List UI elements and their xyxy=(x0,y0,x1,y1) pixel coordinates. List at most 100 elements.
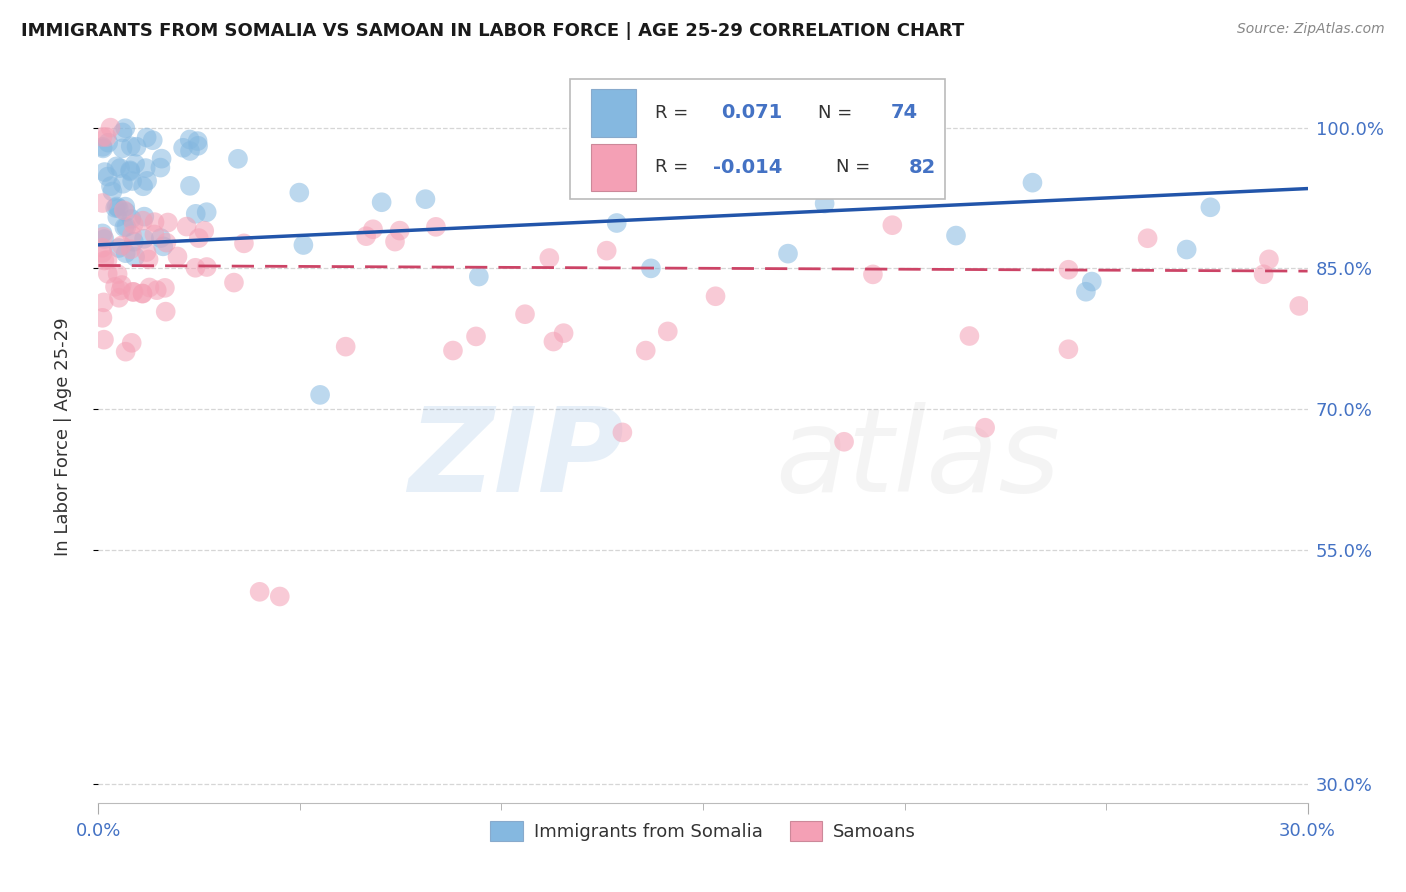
Point xyxy=(1081,275,1104,289)
Point xyxy=(107,241,129,255)
Text: N =: N = xyxy=(837,158,876,177)
Point xyxy=(111,278,134,293)
Point xyxy=(226,152,249,166)
Point xyxy=(155,235,177,250)
Point xyxy=(108,161,131,175)
Point xyxy=(538,251,561,265)
Point xyxy=(122,235,145,249)
Point xyxy=(135,245,157,260)
Point xyxy=(142,133,165,147)
Point xyxy=(441,343,464,358)
Point xyxy=(134,210,156,224)
Point xyxy=(292,238,315,252)
Point xyxy=(101,185,124,199)
Text: R =: R = xyxy=(655,103,693,122)
Point xyxy=(138,252,160,267)
Point xyxy=(114,246,136,260)
Point xyxy=(513,307,536,321)
Point xyxy=(132,179,155,194)
Point xyxy=(974,420,997,434)
Point xyxy=(120,164,142,178)
Point xyxy=(882,218,904,232)
Point xyxy=(91,196,114,211)
Point xyxy=(166,250,188,264)
Point xyxy=(634,343,657,358)
Point xyxy=(156,215,179,229)
Point xyxy=(249,584,271,599)
Bar xyxy=(591,144,637,191)
FancyBboxPatch shape xyxy=(569,78,945,200)
Point xyxy=(111,141,134,155)
Point xyxy=(172,141,194,155)
Point xyxy=(361,222,384,236)
Point xyxy=(288,186,311,200)
Point xyxy=(120,243,142,257)
Point xyxy=(657,325,679,339)
Point xyxy=(1288,299,1310,313)
Point xyxy=(100,120,122,135)
Point xyxy=(269,590,291,604)
Point xyxy=(138,280,160,294)
Point xyxy=(1258,252,1281,267)
Point xyxy=(143,227,166,242)
Point xyxy=(121,174,143,188)
Point xyxy=(176,219,198,234)
Point xyxy=(1057,262,1080,277)
Point xyxy=(193,224,215,238)
Point xyxy=(97,267,120,281)
Point xyxy=(91,246,114,260)
Point xyxy=(91,141,114,155)
Point xyxy=(187,138,209,153)
Point xyxy=(93,333,115,347)
Point xyxy=(370,195,392,210)
Text: R =: R = xyxy=(655,158,693,177)
Point xyxy=(131,286,153,301)
Point xyxy=(122,285,145,299)
Bar xyxy=(591,89,637,136)
Point xyxy=(111,177,134,191)
Point xyxy=(149,231,172,245)
Text: -0.014: -0.014 xyxy=(713,158,782,177)
Point xyxy=(195,205,218,219)
Point xyxy=(233,236,256,251)
Point xyxy=(97,136,120,150)
Point xyxy=(121,228,143,243)
Point xyxy=(354,229,377,244)
Point xyxy=(124,250,146,264)
Point xyxy=(152,239,174,253)
Point xyxy=(1199,200,1222,214)
Point xyxy=(111,238,134,252)
Point xyxy=(143,215,166,229)
Point xyxy=(104,280,127,294)
Point xyxy=(115,205,138,219)
Point xyxy=(832,434,855,449)
Point xyxy=(120,211,142,226)
Point xyxy=(149,161,172,175)
Point xyxy=(640,261,662,276)
Point xyxy=(96,130,118,145)
Point xyxy=(957,329,980,343)
Point xyxy=(384,235,406,249)
Point xyxy=(122,217,145,231)
Text: Source: ZipAtlas.com: Source: ZipAtlas.com xyxy=(1237,22,1385,37)
Point xyxy=(179,144,201,158)
Point xyxy=(124,157,146,171)
Point xyxy=(814,196,837,211)
Legend: Immigrants from Somalia, Samoans: Immigrants from Somalia, Samoans xyxy=(484,814,922,848)
Point xyxy=(125,139,148,153)
Point xyxy=(93,165,115,179)
Point xyxy=(155,304,177,318)
Point xyxy=(93,253,115,268)
Point xyxy=(612,425,634,440)
Point xyxy=(100,179,122,194)
Point xyxy=(120,163,142,178)
Point xyxy=(91,241,114,255)
Point xyxy=(97,169,120,184)
Point xyxy=(153,281,176,295)
Text: N =: N = xyxy=(818,103,858,122)
Point xyxy=(543,334,565,349)
Point xyxy=(91,130,114,145)
Point xyxy=(112,203,135,218)
Text: 82: 82 xyxy=(908,158,936,177)
Point xyxy=(135,130,157,145)
